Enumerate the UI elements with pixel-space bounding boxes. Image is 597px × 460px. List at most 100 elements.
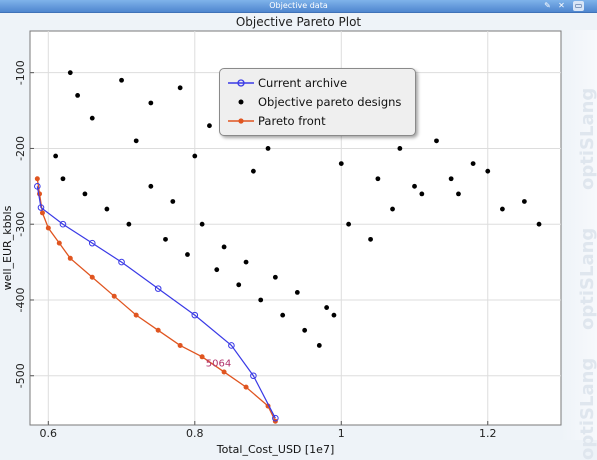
pareto-design-point[interactable] <box>148 183 154 189</box>
pareto-design-point[interactable] <box>338 161 344 166</box>
pareto-design-point[interactable] <box>397 146 403 151</box>
line-circle-marker-icon <box>228 79 254 87</box>
pin-icon[interactable]: ✎ <box>544 1 551 10</box>
pareto-front-point[interactable] <box>177 342 183 348</box>
current-archive-point[interactable] <box>191 311 199 319</box>
pareto-design-point[interactable] <box>170 199 176 204</box>
pareto-design-point[interactable] <box>521 199 527 204</box>
current-archive-point[interactable] <box>118 258 125 266</box>
pareto-front-point[interactable] <box>243 384 249 390</box>
y-tick-label: -200 <box>14 136 27 161</box>
current-archive-point[interactable] <box>88 239 96 247</box>
x-tick-label: 1.2 <box>479 427 497 440</box>
current-archive-point[interactable] <box>59 220 67 228</box>
pareto-design-point[interactable] <box>119 77 124 83</box>
pareto-design-point[interactable] <box>221 244 227 250</box>
x-tick-label: 1 <box>338 427 345 440</box>
current-archive-point[interactable] <box>154 285 162 292</box>
pareto-design-point[interactable] <box>192 153 198 159</box>
pareto-front-point[interactable] <box>56 240 62 246</box>
pareto-design-point[interactable] <box>331 312 337 318</box>
dot-marker-icon <box>238 99 244 105</box>
pareto-front-point[interactable] <box>39 210 45 216</box>
pareto-design-point[interactable] <box>456 191 461 197</box>
pareto-design-point[interactable] <box>250 168 256 174</box>
pareto-front-point[interactable] <box>111 293 117 299</box>
pareto-design-point[interactable] <box>419 191 425 197</box>
pareto-design-point[interactable] <box>126 221 132 227</box>
current-archive-line <box>36 186 276 419</box>
pareto-front-point[interactable] <box>34 176 40 182</box>
pareto-design-point[interactable] <box>375 176 381 182</box>
pareto-front-point[interactable] <box>221 369 227 375</box>
legend-item-current-archive[interactable]: Current archive <box>226 74 411 92</box>
pareto-front-point[interactable] <box>133 312 139 318</box>
pareto-design-point[interactable] <box>500 206 505 212</box>
pareto-design-point[interactable] <box>324 305 330 310</box>
pareto-design-point[interactable] <box>258 297 264 303</box>
pareto-design-point[interactable] <box>75 93 81 98</box>
pareto-front-point[interactable] <box>155 327 161 333</box>
pareto-design-point[interactable] <box>243 259 249 265</box>
pareto-design-point[interactable] <box>214 267 220 273</box>
current-archive-point[interactable] <box>250 372 257 380</box>
pareto-design-point[interactable] <box>265 146 271 151</box>
window-titlebar[interactable]: Objective data ✎ ✕ ▭ <box>0 0 597 13</box>
pareto-design-point[interactable] <box>448 176 454 182</box>
pareto-design-point[interactable] <box>177 85 183 91</box>
pareto-design-point[interactable] <box>316 343 322 348</box>
pareto-design-point[interactable] <box>346 221 351 227</box>
pareto-design-point[interactable] <box>236 282 242 288</box>
x-tick-label: 0.6 <box>40 427 58 440</box>
legend-item-pareto-front[interactable]: Pareto front <box>226 112 411 130</box>
legend-item-pareto-designs[interactable]: Objective pareto designs <box>226 93 411 111</box>
pareto-design-point[interactable] <box>434 138 439 144</box>
pareto-front-point[interactable] <box>89 274 95 280</box>
pareto-design-point[interactable] <box>148 100 154 106</box>
pareto-design-point[interactable] <box>485 168 491 174</box>
pareto-design-point[interactable] <box>412 183 417 189</box>
pareto-design-point[interactable] <box>294 290 300 295</box>
pareto-design-point[interactable] <box>60 176 66 182</box>
pareto-front-point[interactable] <box>45 225 51 231</box>
legend-label: Objective pareto designs <box>258 95 402 109</box>
pareto-design-point[interactable] <box>302 327 308 333</box>
pareto-design-point[interactable] <box>368 236 373 242</box>
pareto-design-point[interactable] <box>185 252 190 257</box>
window-title: Objective data <box>269 1 328 10</box>
float-icon[interactable]: ▭ <box>573 1 584 11</box>
pareto-front-point[interactable] <box>199 354 205 360</box>
pareto-design-point[interactable] <box>67 70 73 76</box>
pareto-front-point[interactable] <box>67 255 73 261</box>
line-dot-marker-icon <box>228 118 254 124</box>
close-icon[interactable]: ✕ <box>558 1 565 10</box>
current-archive-point[interactable] <box>228 342 235 349</box>
pareto-design-point[interactable] <box>53 153 59 159</box>
chart-title: Objective Pareto Plot <box>235 15 362 29</box>
chart-legend[interactable]: Current archive Objective pareto designs… <box>219 68 416 136</box>
pareto-design-point[interactable] <box>104 206 110 212</box>
y-tick-label: -300 <box>14 212 27 237</box>
pareto-design-point[interactable] <box>89 115 95 121</box>
point-annotation: 5064 <box>206 359 231 370</box>
pareto-design-point[interactable] <box>272 274 278 280</box>
legend-label: Pareto front <box>258 114 326 128</box>
pareto-design-point[interactable] <box>163 236 168 242</box>
side-watermark-strip: optiSLang optiSLang optiSLang <box>561 30 597 460</box>
pareto-design-point[interactable] <box>133 138 139 144</box>
current-archive-point[interactable] <box>272 414 279 422</box>
pareto-design-point[interactable] <box>207 123 212 129</box>
pareto-design-point[interactable] <box>280 312 286 318</box>
y-tick-label: -100 <box>14 60 27 85</box>
current-archive-point[interactable] <box>37 204 45 211</box>
pareto-design-point[interactable] <box>82 191 88 197</box>
y-tick-label: -500 <box>14 363 27 388</box>
pareto-design-point[interactable] <box>536 221 542 227</box>
pareto-design-point[interactable] <box>199 221 205 227</box>
current-archive-point[interactable] <box>34 183 41 190</box>
pareto-design-point[interactable] <box>470 161 476 166</box>
pareto-design-point[interactable] <box>390 206 395 212</box>
legend-label: Current archive <box>258 76 348 90</box>
